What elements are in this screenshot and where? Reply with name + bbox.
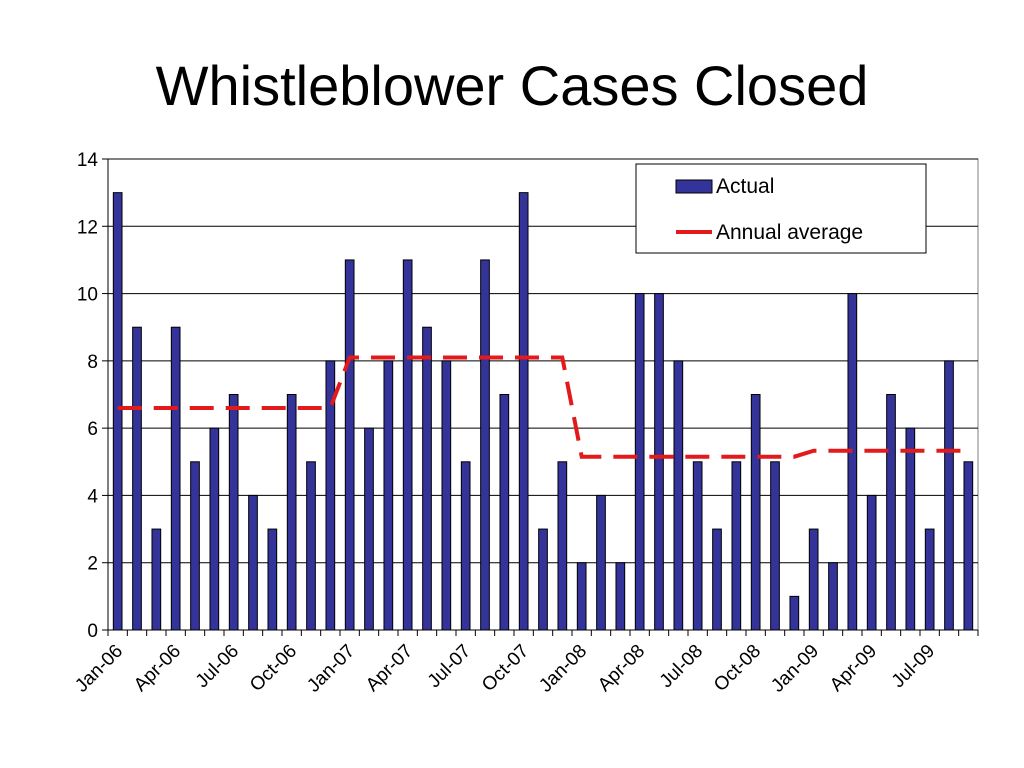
bar — [344, 259, 355, 631]
bar — [248, 494, 258, 631]
bar — [673, 360, 684, 631]
bar — [770, 461, 780, 631]
bar — [499, 394, 510, 631]
x-tick-label: Jan-09 — [767, 641, 823, 697]
y-tick-label: 12 — [77, 217, 98, 238]
bar — [750, 394, 761, 631]
bar — [460, 461, 471, 631]
bar — [209, 427, 220, 631]
x-tick-label: Jul-08 — [656, 641, 707, 692]
legend-swatch-actual — [675, 179, 713, 194]
chart-title: Whistleblower Cases Closed — [155, 54, 869, 117]
bar — [886, 394, 896, 631]
bar — [596, 494, 606, 631]
bar — [228, 394, 239, 631]
bar — [306, 461, 316, 631]
y-tick-label: 2 — [87, 554, 98, 575]
x-tick-label: Jul-07 — [424, 641, 475, 692]
x-tick-label: Apr-09 — [826, 641, 881, 696]
bar — [905, 427, 916, 631]
bar — [808, 528, 819, 631]
x-tick-label: Jan-07 — [303, 641, 359, 697]
bar — [112, 192, 123, 631]
bar — [538, 528, 548, 631]
x-tick-label: Jul-06 — [192, 641, 243, 692]
bar — [963, 461, 974, 631]
bar — [654, 293, 664, 631]
y-tick-label: 8 — [87, 352, 98, 373]
bar — [190, 461, 200, 631]
bar — [615, 562, 626, 631]
x-tick-label: Jan-08 — [535, 641, 591, 697]
legend-label-actual: Actual — [716, 175, 774, 198]
bar — [422, 326, 432, 631]
bar — [731, 461, 742, 631]
bar — [557, 461, 568, 631]
x-tick-label: Apr-08 — [594, 641, 649, 696]
bar — [634, 293, 645, 631]
x-tick-label: Oct-07 — [478, 641, 533, 696]
y-tick-label: 6 — [87, 419, 98, 440]
y-tick-label: 4 — [87, 486, 98, 507]
x-tick-label: Apr-07 — [362, 641, 417, 696]
bar — [789, 595, 800, 631]
x-tick-label: Jul-09 — [888, 641, 939, 692]
x-tick-label: Apr-06 — [130, 641, 185, 696]
bar — [286, 394, 297, 631]
bar — [383, 360, 394, 631]
bar — [480, 259, 490, 631]
y-tick-label: 0 — [87, 621, 98, 642]
annual-average-line — [117, 355, 969, 459]
bar — [944, 360, 954, 631]
bar — [267, 528, 278, 631]
bar — [132, 326, 142, 631]
bar — [441, 360, 452, 631]
bar — [924, 528, 935, 631]
bar — [576, 562, 587, 631]
y-tick-label: 10 — [77, 285, 98, 306]
legend: Actual Annual average — [635, 163, 927, 254]
x-tick-label: Jan-06 — [71, 641, 127, 697]
bar — [712, 528, 722, 631]
bar — [151, 528, 162, 631]
bar — [847, 293, 858, 631]
bar — [866, 494, 877, 631]
y-tick-label: 14 — [77, 150, 99, 171]
bar — [364, 427, 374, 631]
x-tick-label: Oct-06 — [246, 641, 301, 696]
bar — [692, 461, 703, 631]
bar — [518, 192, 529, 631]
bar — [828, 562, 838, 631]
legend-box — [635, 163, 927, 254]
bar — [170, 326, 181, 631]
x-tick-label: Oct-08 — [710, 641, 765, 696]
line-series-annual-average — [117, 355, 969, 459]
bar — [402, 259, 413, 631]
legend-label-annual-average: Annual average — [716, 221, 863, 244]
bar-series-actual — [112, 192, 974, 631]
